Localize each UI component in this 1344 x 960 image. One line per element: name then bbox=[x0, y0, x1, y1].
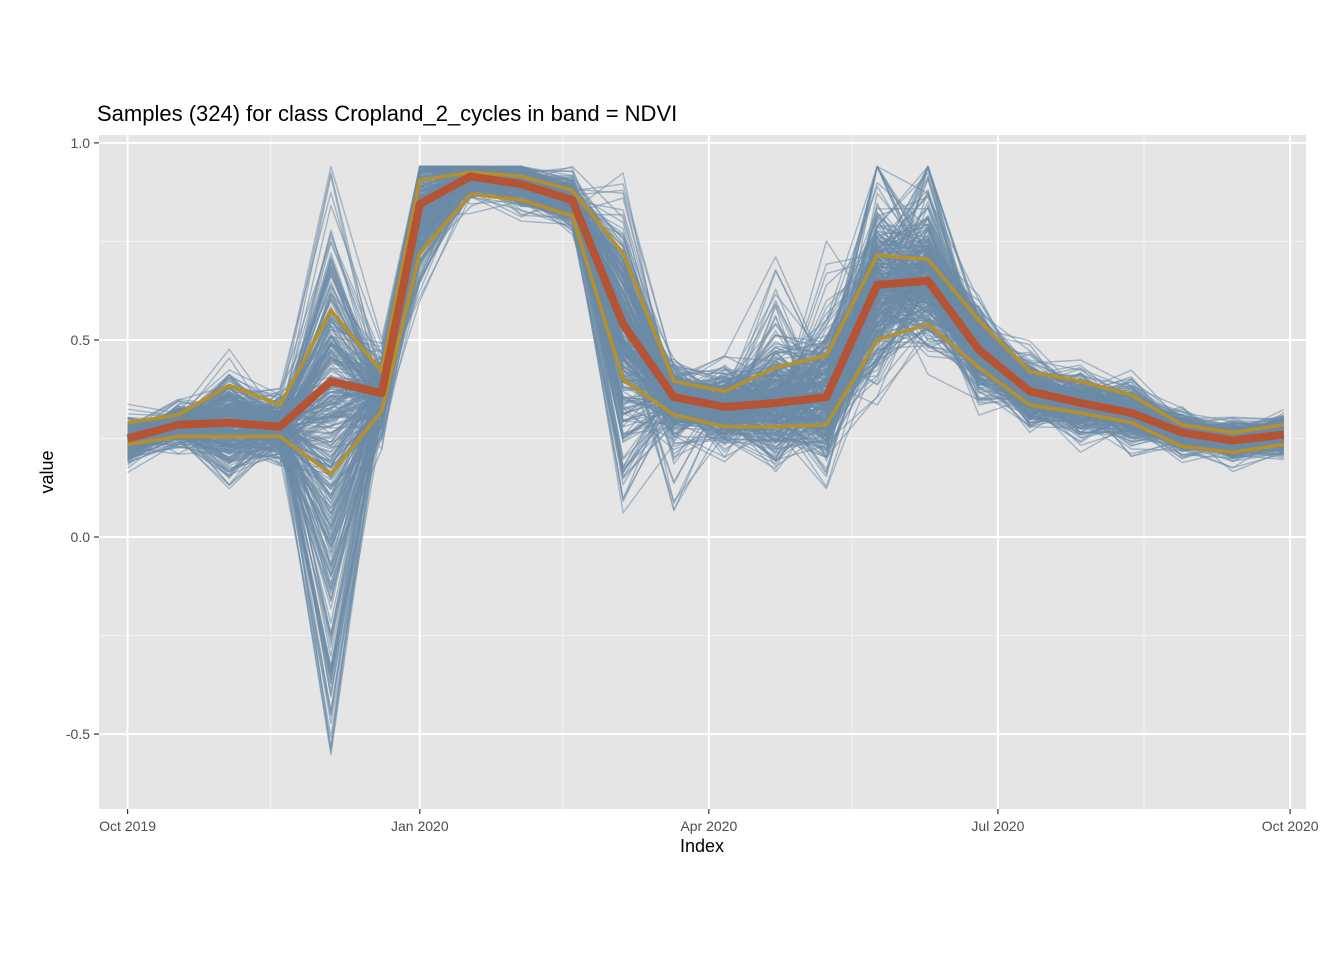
sample-line bbox=[127, 184, 1284, 450]
plot-panel bbox=[99, 135, 1306, 809]
x-tick-label: Jul 2020 bbox=[971, 818, 1024, 834]
sample-line bbox=[127, 165, 1284, 603]
x-tick-label: Jan 2020 bbox=[391, 818, 449, 834]
sample-line bbox=[127, 165, 1284, 669]
y-axis-title: value bbox=[37, 450, 57, 493]
y-tick-label: -0.5 bbox=[66, 726, 90, 742]
x-tick-label: Oct 2020 bbox=[1262, 818, 1319, 834]
y-tick-label: 0.0 bbox=[71, 529, 91, 545]
x-tick-label: Apr 2020 bbox=[680, 818, 737, 834]
sample-line bbox=[127, 165, 1284, 496]
y-tick-label: 1.0 bbox=[71, 135, 91, 151]
sample-line bbox=[127, 177, 1285, 469]
y-axis: -0.5 0.0 0.5 1.0 bbox=[66, 135, 99, 742]
summary-series-lines bbox=[126, 170, 1285, 476]
upper-quantile-line bbox=[127, 170, 1285, 435]
x-axis: Oct 2019 Jan 2020 Apr 2020 Jul 2020 Oct 2020 bbox=[99, 809, 1319, 834]
sample-line bbox=[127, 165, 1285, 565]
sample-line bbox=[127, 165, 1284, 437]
y-tick-label: 0.5 bbox=[71, 332, 91, 348]
sample-line bbox=[127, 189, 1284, 462]
sample-line bbox=[127, 165, 1285, 505]
chart-title: Samples (324) for class Cropland_2_cycle… bbox=[97, 101, 677, 126]
median-line bbox=[126, 172, 1285, 445]
lower-quantile-line bbox=[127, 192, 1285, 476]
sample-line bbox=[127, 172, 1284, 459]
x-tick-label: Oct 2019 bbox=[99, 818, 156, 834]
x-axis-title: Index bbox=[680, 836, 724, 856]
